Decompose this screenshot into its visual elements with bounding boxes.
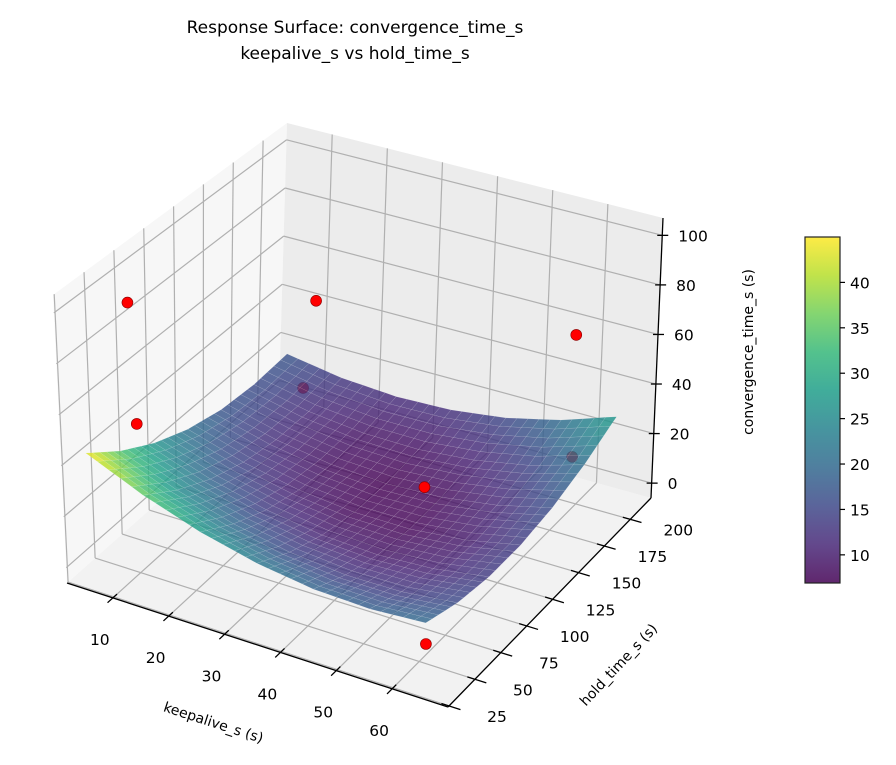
y-tick <box>570 569 590 577</box>
back-gridline-x <box>486 176 499 453</box>
floor-gridline-y <box>121 533 502 654</box>
x-tick <box>218 629 230 640</box>
back-gridline-z <box>280 331 654 435</box>
x-tick-label: 40 <box>258 685 278 703</box>
surface-facet <box>452 590 471 598</box>
colorbar-tick-label: 10 <box>850 547 870 565</box>
surface <box>84 353 618 624</box>
surface-facet <box>559 473 579 483</box>
colorbar-tick-label: 30 <box>850 365 870 383</box>
y-tick-label: 75 <box>539 655 559 673</box>
left-gridline-z <box>63 331 282 518</box>
left-gridline-y <box>256 140 264 415</box>
y-tick-label: 50 <box>513 681 533 699</box>
x-tick <box>386 684 397 695</box>
z-tick-label: 100 <box>678 227 708 245</box>
x-tick-label: 20 <box>146 649 166 667</box>
left-gridline-y <box>113 250 123 535</box>
surface-facet <box>426 608 446 616</box>
back-gridline-z <box>282 283 657 385</box>
back-gridline-z <box>284 187 661 286</box>
y-tick-label: 100 <box>560 628 590 646</box>
x-tick <box>162 611 174 622</box>
x-tick <box>274 647 285 658</box>
surface-facet <box>489 556 509 565</box>
left-gridline-z <box>53 139 287 314</box>
surface-facet <box>420 612 440 620</box>
chart-subtitle: keepalive_s vs hold_time_s <box>240 44 470 64</box>
x-axis-line <box>66 582 449 708</box>
x-tick-label: 30 <box>202 667 222 685</box>
left-gridline-y <box>229 162 234 439</box>
surface-facet <box>483 562 503 571</box>
points-front <box>121 294 583 650</box>
surface-facet <box>572 454 592 466</box>
y-tick <box>441 702 461 711</box>
left-gridline-z <box>60 283 283 467</box>
back-gridline-x <box>432 162 444 438</box>
colorbar-tick-label: 25 <box>850 411 870 429</box>
x-tick-label: 50 <box>313 704 333 722</box>
y-tick <box>622 516 642 524</box>
data-point <box>121 296 134 309</box>
surface-facet <box>496 550 515 559</box>
colorbar-tick-label: 40 <box>850 274 870 292</box>
left-gridline-z <box>55 187 286 365</box>
y-tick-label: 175 <box>638 548 668 566</box>
floor-gridline-y <box>67 581 450 707</box>
colorbar: 10 15 20 25 30 35 40 <box>804 236 870 584</box>
chart-title: Response Surface: convergence_time_s <box>187 18 524 38</box>
y-tick <box>518 623 539 631</box>
x-tick-label: 10 <box>90 631 110 649</box>
z-tick-label: 60 <box>674 326 694 344</box>
left-gridline-z <box>58 235 285 416</box>
z-axis-label: convergence_time_s (s) <box>741 269 757 435</box>
floor-gridline-x <box>391 482 597 690</box>
data-point <box>418 481 431 493</box>
y-tick <box>467 676 487 684</box>
x-axis-label: keepalive_s (s) <box>161 700 265 747</box>
y-axis-label: hold_time_s (s) <box>577 621 661 709</box>
y-tick-label: 200 <box>663 521 693 539</box>
x-tick <box>107 593 118 604</box>
y-tick <box>596 543 616 550</box>
y-tick <box>493 649 513 657</box>
z-axis-line <box>650 217 664 499</box>
axes: 1020304050602550751001251501752000204060… <box>66 217 708 740</box>
left-gridline-y <box>53 294 69 583</box>
colorbar-gradient <box>804 236 841 584</box>
colorbar-tick-label: 15 <box>850 501 870 519</box>
back-gridline-x <box>377 148 388 423</box>
x-tick <box>330 666 341 677</box>
z-tick-label: 0 <box>668 475 678 493</box>
y-tick-label: 25 <box>487 708 507 726</box>
back-gridline-z <box>286 139 663 236</box>
y-tick-label: 150 <box>612 575 642 593</box>
y-tick <box>544 596 565 604</box>
back-gridline-x <box>323 134 333 408</box>
back-gridline-z <box>283 235 659 336</box>
surface-facet <box>413 615 433 624</box>
surface-facet <box>579 445 598 456</box>
colorbar-tick-label: 35 <box>850 320 870 338</box>
y-tick-label: 125 <box>586 601 616 619</box>
x-tick-label: 60 <box>369 722 389 740</box>
floor-gridline-y <box>94 557 476 680</box>
surface-facet <box>458 585 477 593</box>
data-point <box>570 329 583 341</box>
colorbar-tick-label: 20 <box>850 456 870 474</box>
z-tick-label: 80 <box>676 277 696 295</box>
left-gridline-y <box>83 272 96 559</box>
surface-facet <box>598 416 618 428</box>
data-point <box>310 294 322 307</box>
z-tick-label: 20 <box>670 426 690 444</box>
data-point <box>130 418 143 430</box>
surface-facet <box>502 543 522 552</box>
data-point <box>420 638 432 650</box>
y-axis-line <box>447 497 652 708</box>
z-tick-label: 40 <box>672 376 692 394</box>
